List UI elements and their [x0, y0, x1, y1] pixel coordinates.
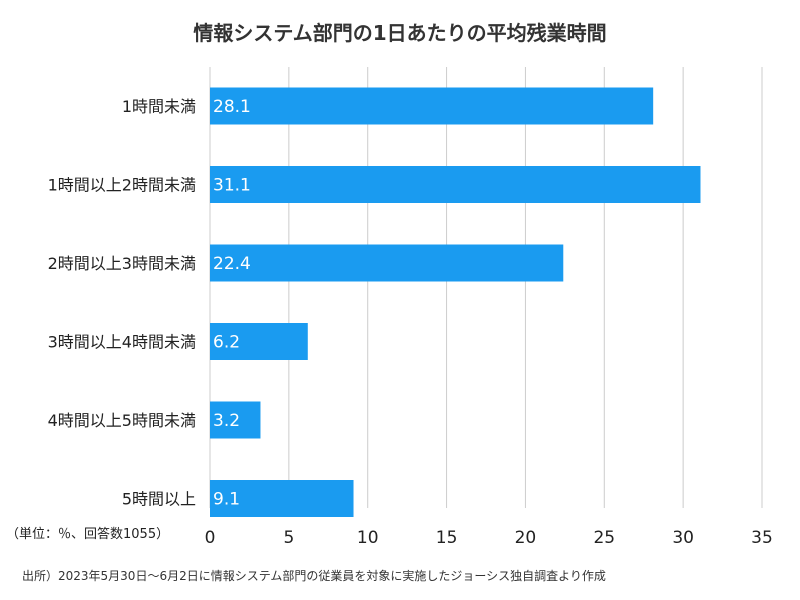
category-label: 1時間未満 — [122, 97, 196, 116]
category-label: 1時間以上2時間未満 — [48, 176, 196, 195]
category-labels: 1時間未満 1時間以上2時間未満 2時間以上3時間未満 3時間以上4時間未満 4時間以上… — [48, 97, 196, 509]
bar — [210, 166, 701, 203]
bar-value-label: 31.1 — [213, 176, 251, 196]
source-note: 出所）2023年5月30日〜6月2日に情報システム部門の従業員を対象に実施したジ… — [22, 568, 606, 583]
bar-value-label: 6.2 — [213, 333, 240, 353]
bar — [210, 401, 261, 439]
bar — [210, 244, 564, 282]
bar — [210, 480, 354, 517]
category-label: 5時間以上 — [122, 490, 196, 509]
category-label: 2時間以上3時間未満 — [48, 254, 196, 273]
x-tick-label: 30 — [672, 528, 694, 548]
x-tick-label: 15 — [436, 528, 458, 548]
x-tick-label: 5 — [283, 528, 294, 548]
bar — [210, 87, 654, 125]
x-tick-label: 25 — [593, 528, 615, 548]
gridlines — [209, 67, 763, 508]
bars: 28.1 31.1 22.4 6.2 3.2 9.1 — [210, 87, 701, 517]
category-label: 3時間以上4時間未満 — [48, 333, 196, 352]
bar-value-label: 28.1 — [213, 97, 251, 117]
chart-title: 情報システム部門の1日あたりの平均残業時間 — [193, 21, 606, 45]
x-axis-ticks: 0 5 10 15 20 25 30 35 — [205, 528, 773, 548]
category-label: 4時間以上5時間未満 — [48, 411, 196, 430]
x-tick-label: 10 — [357, 528, 379, 548]
x-tick-label: 20 — [515, 528, 537, 548]
bar-value-label: 3.2 — [213, 411, 240, 431]
unit-note: （単位：％、回答数1055） — [6, 526, 169, 542]
bar-value-label: 22.4 — [213, 254, 251, 274]
bar-value-label: 9.1 — [213, 490, 240, 510]
x-tick-label: 35 — [751, 528, 773, 548]
x-tick-label: 0 — [205, 528, 216, 548]
bar — [210, 323, 308, 360]
